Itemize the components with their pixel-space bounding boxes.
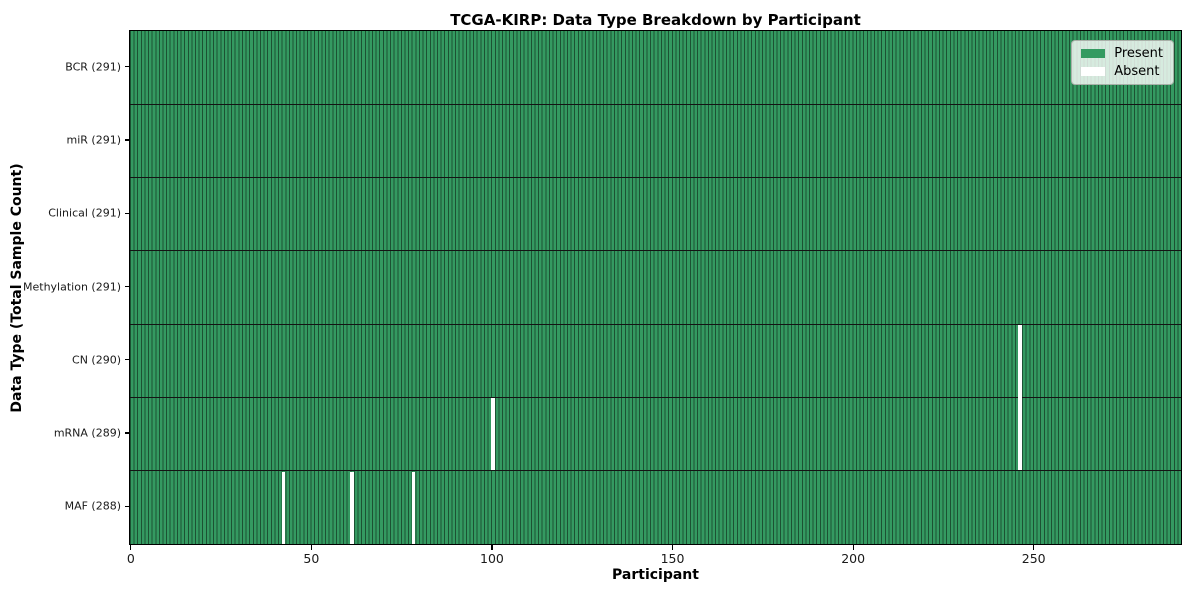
chart-title: TCGA-KIRP: Data Type Breakdown by Partic…: [450, 11, 861, 29]
xtick-mark: [852, 545, 854, 550]
ytick-mark: [124, 139, 129, 141]
ytick-mark: [124, 505, 129, 507]
ytick-label-MAF: MAF (288): [64, 499, 121, 513]
ytick-label-mRNA: mRNA (289): [53, 426, 121, 440]
legend-label-absent: Absent: [1114, 64, 1160, 79]
legend-item-present: Present: [1081, 47, 1163, 60]
xtick-mark: [310, 545, 312, 550]
xtick-mark: [491, 545, 493, 550]
present-color-swatch: [1081, 49, 1106, 58]
absent-cell: [1018, 324, 1023, 470]
legend-label-present: Present: [1114, 46, 1163, 61]
legend: Present Absent: [1071, 40, 1174, 85]
row-divider: [130, 250, 1181, 252]
legend-item-absent: Absent: [1081, 65, 1163, 78]
absent-cell: [281, 471, 286, 544]
absent-cell: [350, 471, 354, 544]
ytick-label-miR: miR (291): [66, 133, 122, 147]
ytick-mark: [124, 66, 129, 68]
ytick-mark: [124, 359, 129, 361]
x-axis-label: Participant: [612, 567, 699, 583]
xtick-mark: [671, 545, 674, 550]
xtick-label: 200: [841, 551, 866, 566]
absent-cell: [411, 471, 416, 544]
ytick-mark: [124, 432, 129, 434]
ytick-label-CN: CN (290): [72, 353, 121, 367]
xtick-label: 250: [1021, 551, 1046, 566]
xtick-label: 100: [480, 551, 504, 566]
plot-area: Present Absent: [129, 30, 1182, 545]
row-divider: [130, 396, 1181, 398]
ytick-label-BCR: BCR (291): [65, 60, 121, 74]
ytick-label-Methylation: Methylation (291): [23, 280, 121, 293]
row-divider: [130, 103, 1181, 105]
row-divider: [130, 470, 1181, 472]
ytick-mark: [124, 285, 129, 288]
xtick-mark: [130, 545, 132, 550]
xtick-label: 150: [660, 551, 685, 566]
absent-color-swatch: [1081, 67, 1106, 76]
row-divider: [130, 323, 1181, 325]
xtick-label: 50: [303, 551, 320, 566]
absent-cell: [491, 398, 495, 470]
row-divider: [130, 177, 1181, 179]
xtick-mark: [1033, 545, 1035, 550]
ytick-mark: [124, 212, 129, 214]
ytick-label-Clinical: Clinical (291): [48, 206, 121, 220]
xtick-label: 0: [126, 551, 135, 566]
